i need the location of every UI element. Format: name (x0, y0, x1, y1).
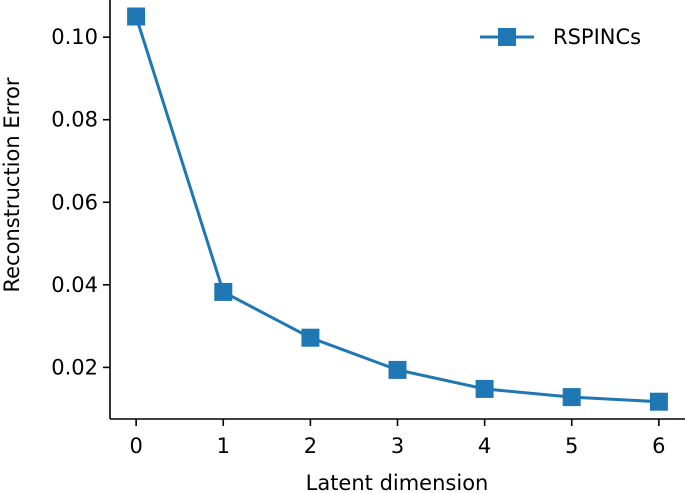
data-point-marker (127, 7, 146, 26)
y-tick-label: 0.10 (51, 25, 98, 49)
data-point-marker (214, 282, 233, 301)
y-axis-label: Reconstruction Error (0, 77, 24, 292)
x-tick-label: 0 (129, 434, 142, 458)
y-axis: 0.02 0.04 0.06 0.08 0.10 (51, 0, 111, 419)
data-point-marker (475, 379, 494, 398)
data-point-marker (301, 328, 320, 347)
x-axis: 0 1 2 3 4 5 6 (110, 418, 685, 458)
x-ticks: 0 1 2 3 4 5 6 (129, 419, 666, 458)
x-tick-label: 5 (565, 434, 578, 458)
data-point-marker (649, 392, 668, 411)
x-tick-label: 6 (652, 434, 665, 458)
y-tick-label: 0.08 (51, 108, 98, 132)
y-ticks: 0.02 0.04 0.06 0.08 0.10 (51, 25, 110, 379)
legend-label-rspincs: RSPINCs (553, 25, 641, 49)
x-tick-label: 1 (217, 434, 230, 458)
x-tick-label: 4 (478, 434, 491, 458)
data-point-marker (562, 388, 581, 407)
legend-marker-swatch (498, 28, 516, 46)
y-tick-label: 0.06 (51, 190, 98, 214)
legend: RSPINCs (480, 25, 641, 49)
x-axis-label: Latent dimension (306, 471, 489, 493)
data-point-marker (388, 360, 407, 379)
series-layer (127, 7, 668, 411)
x-tick-label: 3 (391, 434, 404, 458)
series-line (134, 15, 661, 404)
y-tick-label: 0.02 (51, 355, 98, 379)
y-tick-label: 0.04 (51, 273, 98, 297)
x-tick-label: 2 (304, 434, 317, 458)
